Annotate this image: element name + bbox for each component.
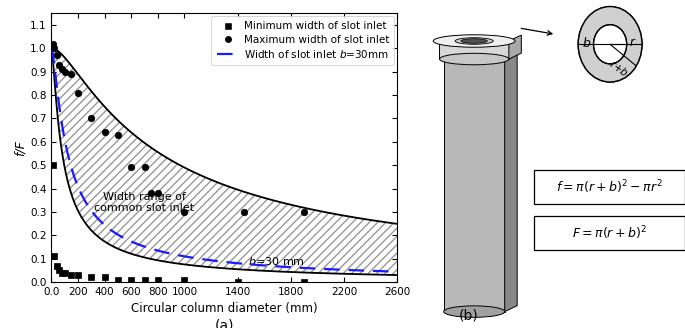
Polygon shape <box>578 7 642 82</box>
Ellipse shape <box>444 306 505 318</box>
Point <box>47 41 58 46</box>
FancyBboxPatch shape <box>534 170 685 204</box>
Point <box>57 270 68 275</box>
Point <box>73 273 84 278</box>
Point <box>112 132 123 137</box>
Text: $f = \pi(r+b)^2 - \pi r^2$: $f = \pi(r+b)^2 - \pi r^2$ <box>556 178 663 196</box>
Point <box>51 263 62 268</box>
Ellipse shape <box>461 39 487 43</box>
Legend: Minimum width of slot inlet, Maximum width of slot inlet, Width of slot inlet $b: Minimum width of slot inlet, Maximum wid… <box>211 16 394 65</box>
Point <box>299 279 310 285</box>
Point <box>112 277 123 282</box>
Circle shape <box>578 7 642 82</box>
Point <box>126 165 137 170</box>
Point <box>54 62 65 67</box>
Text: $b$=30 mm: $b$=30 mm <box>248 255 305 267</box>
Text: $r$+$b$: $r$+$b$ <box>607 57 631 79</box>
Y-axis label: f/F: f/F <box>14 140 27 155</box>
Point <box>152 191 163 196</box>
Point <box>86 116 97 121</box>
X-axis label: Circular column diameter (mm): Circular column diameter (mm) <box>131 302 318 316</box>
Point <box>146 191 157 196</box>
Text: (b): (b) <box>459 308 479 322</box>
Point <box>152 277 163 282</box>
Text: Width range of
common slot inlet: Width range of common slot inlet <box>95 192 195 213</box>
Point <box>299 209 310 215</box>
Point <box>179 209 190 215</box>
Point <box>99 130 110 135</box>
Point <box>54 268 65 273</box>
Point <box>126 277 137 282</box>
Point <box>139 277 150 282</box>
Point <box>49 46 60 51</box>
Text: $b$: $b$ <box>582 36 591 50</box>
Text: $F = \pi(r+b)^2$: $F = \pi(r+b)^2$ <box>572 224 647 242</box>
FancyBboxPatch shape <box>534 216 685 250</box>
Point <box>86 275 97 280</box>
Point <box>49 254 60 259</box>
Ellipse shape <box>433 35 515 47</box>
Point <box>66 71 77 76</box>
Text: $r$: $r$ <box>630 36 637 49</box>
Text: (a): (a) <box>214 318 234 328</box>
Point <box>59 270 70 275</box>
Point <box>232 279 243 285</box>
Ellipse shape <box>455 38 493 44</box>
Point <box>139 165 150 170</box>
Polygon shape <box>444 59 505 312</box>
Point <box>73 90 84 95</box>
Ellipse shape <box>440 53 509 65</box>
Point <box>99 275 110 280</box>
Point <box>47 162 58 168</box>
Point <box>66 273 77 278</box>
Point <box>239 209 250 215</box>
Polygon shape <box>440 41 509 59</box>
Point <box>51 52 62 58</box>
Circle shape <box>593 25 627 64</box>
Polygon shape <box>509 35 521 59</box>
Polygon shape <box>505 53 517 312</box>
Point <box>57 67 68 72</box>
Point <box>179 277 190 282</box>
Point <box>59 69 70 74</box>
